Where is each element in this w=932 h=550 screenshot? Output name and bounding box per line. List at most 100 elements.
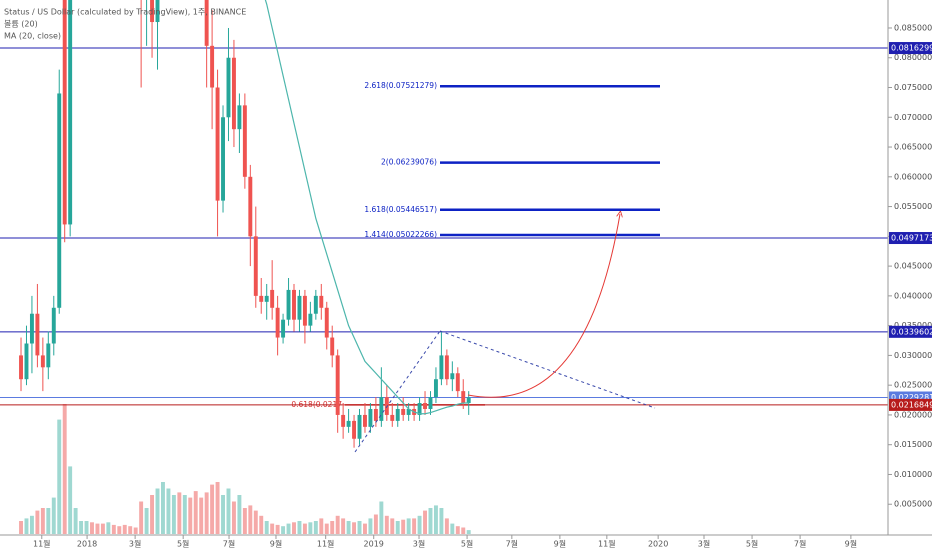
candle-body (231, 57, 236, 130)
volume-bar (346, 521, 351, 534)
candle-body (62, 0, 67, 225)
volume-bar (237, 495, 242, 534)
candle-body (292, 289, 296, 320)
plot-area: 2.618(0.07521279) 2(0.06239076) 1.618(0.05… (0, 0, 888, 534)
y-tick-label: 0.04000000 (894, 291, 932, 300)
volume-bar (466, 530, 471, 534)
candle-body (221, 117, 225, 201)
x-tick-label: 2018 (77, 540, 97, 549)
volume-bar (139, 501, 144, 534)
fib-label: 1.618(0.05446517) (364, 205, 437, 214)
volume-bar (35, 510, 40, 534)
x-tick-label: 5월 (746, 539, 758, 549)
volume-bar (379, 501, 384, 534)
volume-bar (182, 495, 187, 534)
volume-bar (433, 505, 438, 534)
volume-bar (122, 524, 127, 534)
volume-bar (84, 521, 89, 534)
candle-body (363, 414, 367, 427)
volume-bar (423, 510, 427, 534)
candle-body (264, 295, 269, 302)
candle-body (379, 397, 384, 421)
volume-bar (62, 404, 67, 534)
price-label: 0.02168498 (891, 400, 932, 409)
candle-body (210, 45, 215, 88)
price-label: 0.04971739 (891, 234, 932, 243)
x-tick-label: 2019 (364, 540, 384, 549)
y-tick-label: 0.02000000 (894, 410, 932, 419)
price-label: 0.02292816 (891, 393, 932, 402)
volume-bar (439, 508, 444, 534)
candle-body (286, 289, 291, 320)
candle-body (417, 403, 422, 415)
price-label: 0.03396022 (891, 327, 932, 336)
candle-body (368, 408, 373, 427)
volume-bar (40, 508, 45, 534)
x-tick-label: 9월 (270, 539, 282, 549)
volume-bar (29, 515, 34, 534)
volume-bar (428, 508, 433, 534)
volume-bar (24, 518, 29, 534)
candle-body (346, 420, 351, 427)
volume-bar (297, 521, 302, 534)
volume-bar (215, 482, 220, 534)
volume-bar (275, 524, 280, 534)
volume-bar (226, 488, 231, 534)
volume-bar (100, 523, 105, 534)
volume-bar (259, 515, 264, 534)
volume-bar (335, 515, 340, 534)
candle-body (253, 236, 258, 296)
price-label-box (889, 232, 932, 245)
volume-bar (111, 524, 116, 534)
volume-bar (231, 501, 236, 534)
volume-bar (363, 523, 367, 534)
volume-bar (352, 522, 357, 534)
volume-bar (188, 497, 193, 534)
y-tick-label: 0.03000000 (894, 351, 932, 360)
candle-body (466, 397, 471, 404)
y-tick-label: 0.05500000 (894, 202, 932, 211)
drawings (354, 214, 656, 453)
candle-body (270, 289, 275, 308)
candle-body (423, 403, 427, 409)
x-tick-label: 11월 (317, 539, 335, 549)
candle-body (439, 355, 444, 380)
candle-body (444, 355, 449, 380)
candle-body (150, 0, 155, 23)
volume-bar (395, 521, 400, 534)
x-tick-label: 9월 (554, 539, 566, 549)
volume-bar (341, 518, 346, 534)
volume-bar (106, 522, 111, 534)
candle-body (259, 295, 264, 302)
volume-bar (319, 518, 324, 534)
candle-body (373, 408, 378, 421)
trend-line (439, 330, 656, 409)
volume-bar (417, 515, 422, 534)
candle-body (302, 295, 307, 326)
fib-label: 1.414(0.05022266) (364, 230, 437, 239)
candle-body (455, 373, 460, 392)
candle-body (390, 414, 395, 421)
candle-body (433, 379, 438, 398)
y-tick-label: 0.03500000 (894, 321, 932, 330)
candle-body (19, 355, 23, 380)
x-tick-label: 3월 (698, 539, 710, 549)
volume-bar (253, 510, 258, 534)
fib-label: 2.618(0.07521279) (364, 81, 437, 90)
volume-bar (166, 488, 171, 534)
candle-body (155, 0, 160, 23)
volume-bar (95, 523, 100, 534)
volume-bar (193, 491, 198, 534)
candle-body (308, 313, 313, 326)
candle-body (68, 0, 73, 225)
fib-label: 2(0.06239076) (381, 158, 437, 167)
x-tick-label: 11월 (598, 539, 616, 549)
candle-body (461, 391, 466, 404)
candle-body (330, 337, 335, 356)
candle-body (35, 313, 40, 356)
volume-bar (199, 497, 204, 534)
x-tick-label: 7월 (794, 539, 806, 549)
candle-body (313, 295, 318, 314)
candle-body (341, 414, 346, 427)
